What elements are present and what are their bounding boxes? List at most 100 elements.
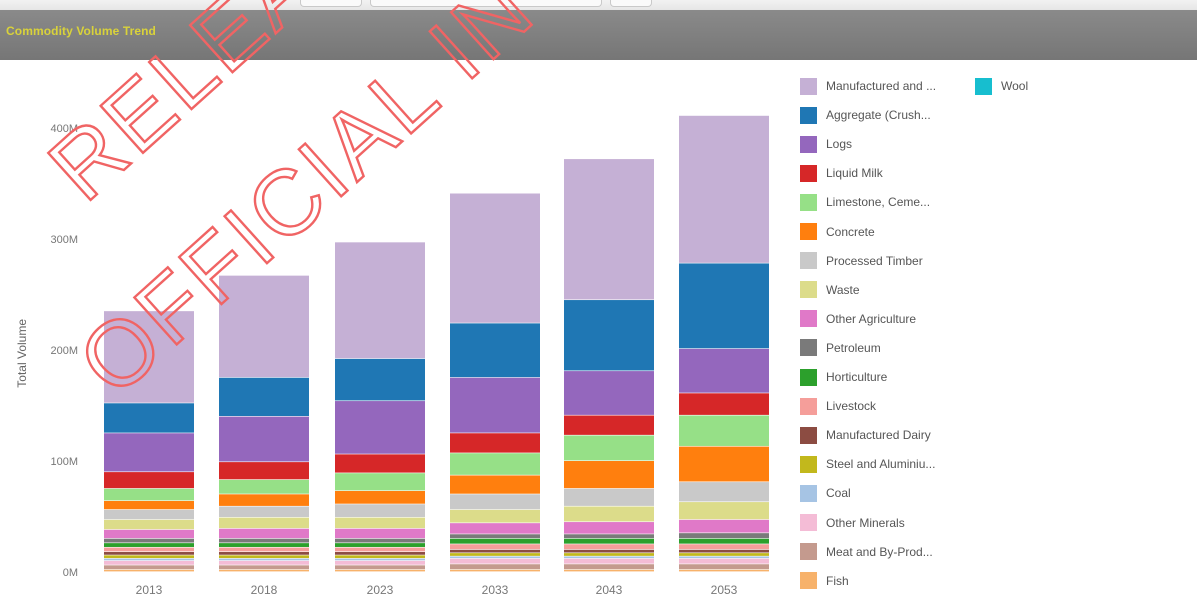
legend-label: Wool [1001,79,1029,93]
legend-swatch [800,223,817,240]
bar-segment [679,348,769,393]
legend-item[interactable]: Concrete [800,223,875,241]
bar-segment [564,534,654,539]
legend-swatch [800,252,817,270]
bar-segment [564,538,654,544]
bar-segment [450,453,540,475]
bar-segment [335,569,425,572]
legend-item[interactable]: Coal [800,484,851,502]
bar-segment [219,569,309,572]
bar-segment [335,473,425,491]
bar-segment [104,565,194,570]
legend-label: Liquid Milk [826,166,883,181]
bar-segment [219,547,309,552]
bar-segment [335,547,425,552]
bar-segment [564,558,654,564]
legend-item[interactable]: Wool [975,77,1028,95]
bar-segment [679,549,769,553]
x-tick-label: 2018 [251,583,278,597]
toolbar-tab[interactable] [300,0,362,7]
bar-segment [564,488,654,506]
bar-segment [219,462,309,480]
x-tick-label: 2033 [482,583,509,597]
bar-segment [104,509,194,520]
bar-segment [450,323,540,378]
bar-segment [450,523,540,534]
legend-item[interactable]: Horticulture [800,368,887,386]
legend-label: Limestone, Ceme... [826,195,931,210]
legend-item[interactable]: Fish [800,572,849,590]
bar-segment [335,517,425,529]
bar-segment [219,543,309,547]
bar-segment [219,565,309,570]
legend-swatch [975,77,992,95]
bar-segment [219,377,309,416]
bar-segment [335,528,425,539]
bar-segment [219,275,309,378]
bar-segment [219,560,309,565]
bar-segment [104,538,194,543]
legend-item[interactable]: Liquid Milk [800,164,883,182]
legend-item[interactable]: Waste [800,281,860,299]
bar-segment [104,560,194,565]
legend-item[interactable]: Manufactured and ... [800,77,936,95]
bar-segment [219,552,309,555]
bar-segment [450,193,540,323]
legend-item[interactable]: Other Minerals [800,514,905,532]
bar-segment [219,494,309,506]
bar-segment [564,564,654,570]
legend-swatch [800,281,817,299]
bar-segment [219,517,309,529]
legend-item[interactable]: Logs [800,135,852,153]
legend-label: Coal [826,486,851,501]
legend-swatch [800,426,817,444]
bar-segment [219,528,309,539]
bar-segment [335,401,425,454]
legend-item[interactable]: Other Agriculture [800,310,916,328]
legend-swatch [800,455,817,473]
legend-label: Livestock [826,399,877,414]
legend-item[interactable]: Meat and By-Prod... [800,543,933,561]
bar-segment [564,522,654,534]
legend-item[interactable]: Manufactured Dairy [800,426,931,444]
bar-segment [564,300,654,371]
legend-item[interactable]: Aggregate (Crush... [800,106,931,124]
y-axis-title: Total Volume [15,319,29,388]
legend-item[interactable]: Steel and Aluminiu... [800,455,935,473]
bar-segment [335,504,425,518]
y-tick-label: 400M [50,123,78,135]
bar-segment [679,558,769,564]
bar-segment [104,433,194,472]
bar-segment [104,403,194,433]
bar-segment [104,500,194,510]
bar-segment [679,553,769,556]
bar-segment [679,502,769,520]
bar-segment [450,538,540,544]
legend-label: Horticulture [826,370,888,384]
toolbar-tab[interactable] [370,0,602,7]
bar-segment [219,538,309,543]
bar-segment [335,543,425,547]
legend-item[interactable]: Limestone, Ceme... [800,193,930,211]
legend-swatch [800,106,817,124]
bar-segment [104,543,194,547]
legend-label: Waste [826,282,860,297]
legend-swatch [800,310,817,328]
legend-swatch [800,514,817,531]
bar-segment [679,415,769,446]
legend-item[interactable]: Livestock [800,397,876,415]
bar-segment [104,519,194,530]
bar-segment [335,552,425,555]
bar-segment [679,115,769,263]
legend-item[interactable]: Petroleum [800,339,881,357]
bar-segment [450,509,540,523]
bar-segment [450,377,540,433]
bar-segment [564,506,654,522]
bar-segment [104,555,194,559]
bar-segment [679,556,769,559]
legend-item[interactable]: Processed Timber [800,252,923,270]
legend-label: Concrete [826,224,875,239]
legend-swatch [800,397,817,415]
toolbar-tab[interactable] [610,0,652,7]
legend-swatch [800,339,817,357]
